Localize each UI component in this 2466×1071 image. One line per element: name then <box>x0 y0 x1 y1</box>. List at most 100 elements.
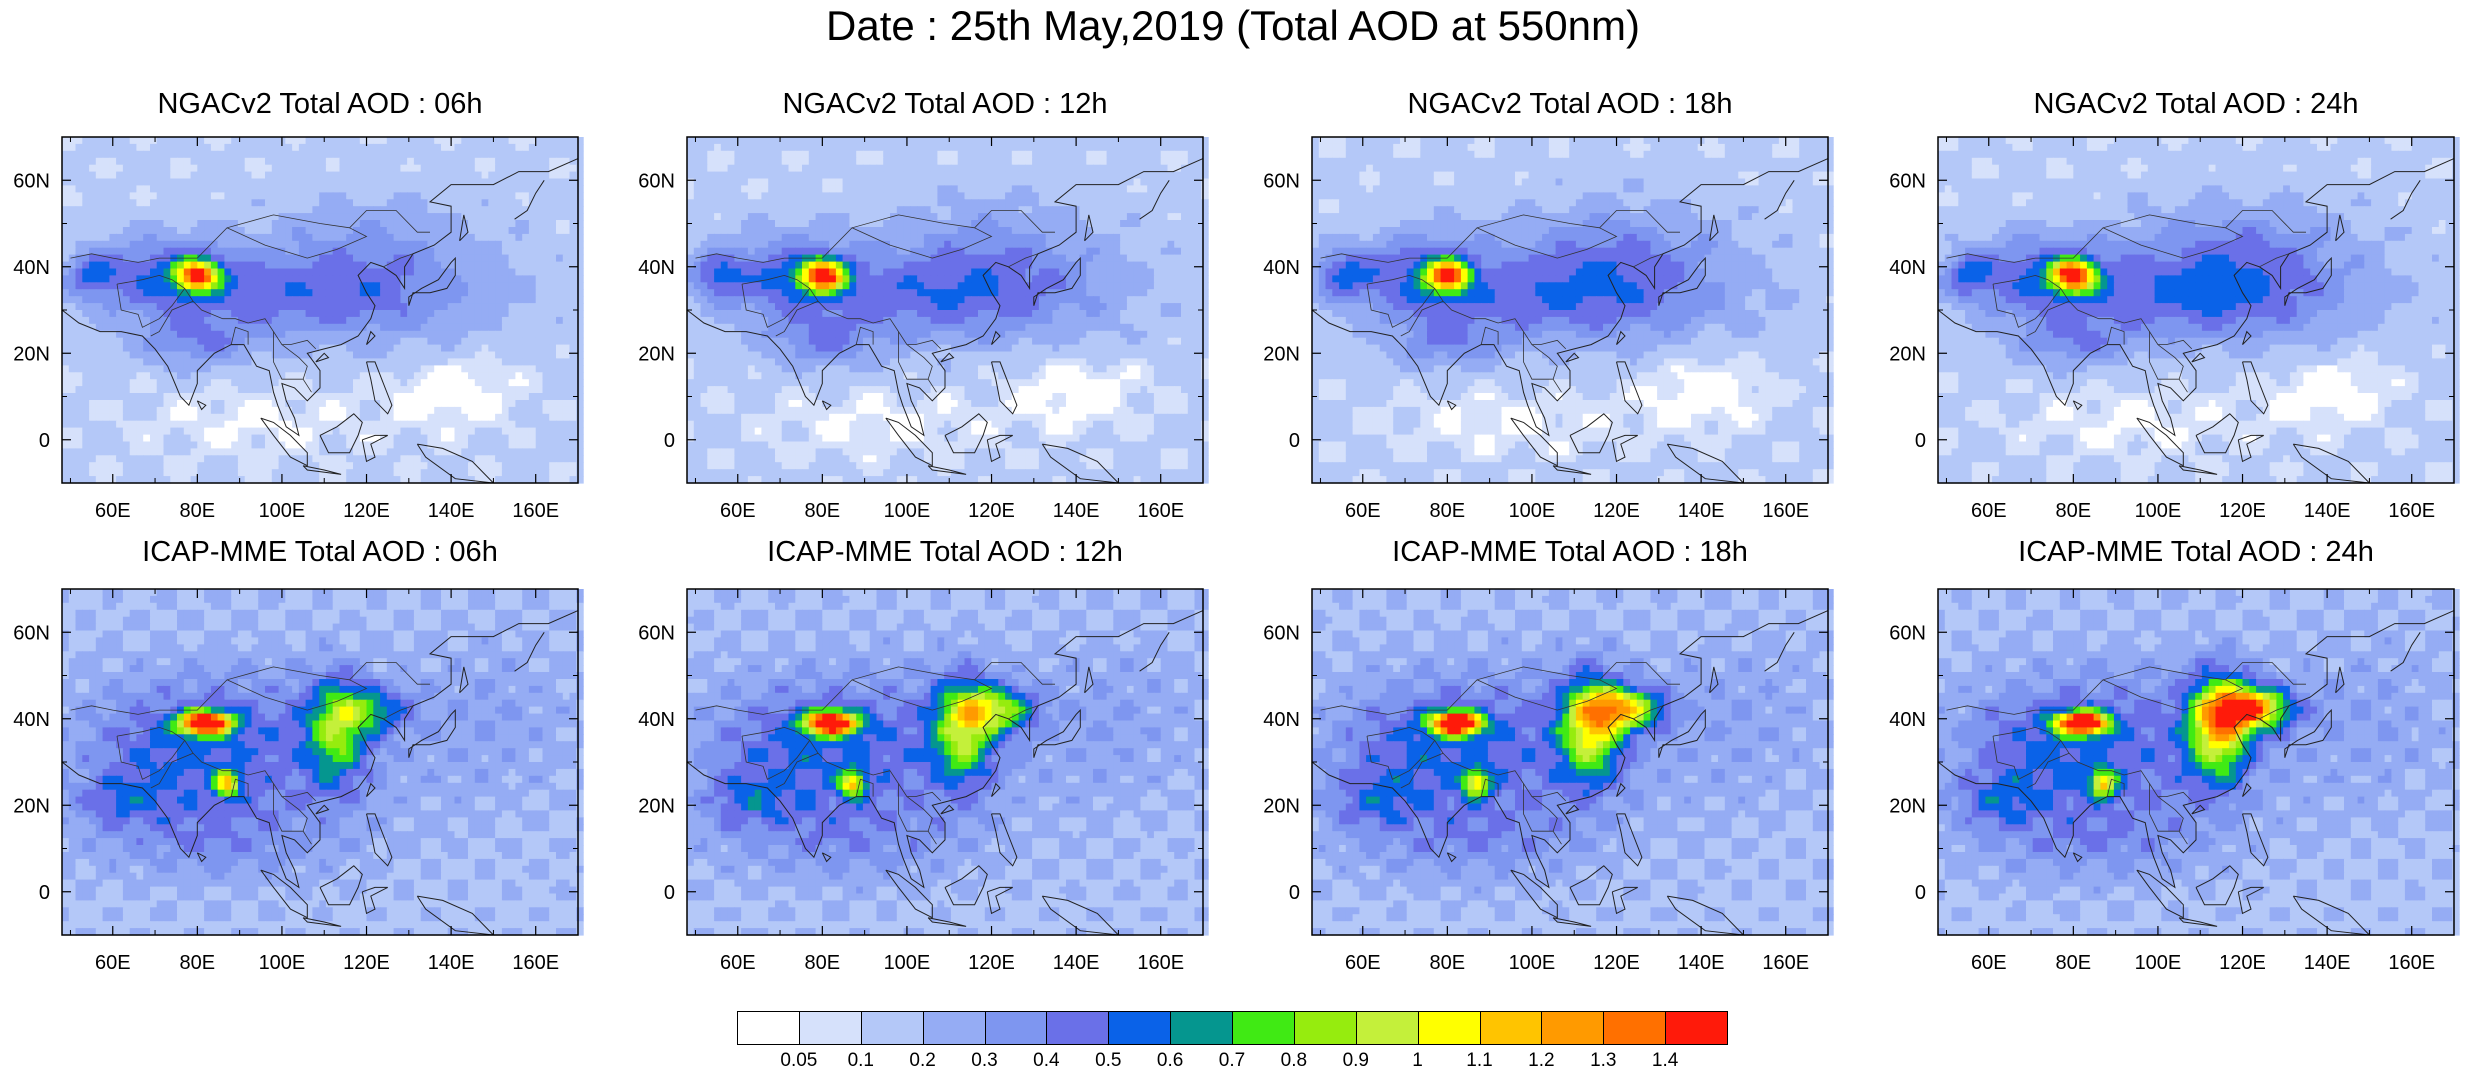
map-panel: NGACv2 Total AOD : 12h 60E 80E 100E 120E 140E… <box>617 87 1273 543</box>
country-border <box>2157 344 2184 380</box>
colorbar-label: 0.9 <box>1326 1051 1386 1071</box>
country-border <box>2106 778 2125 797</box>
lon-tick-label: 160E <box>512 500 559 522</box>
lon-tick-label: 60E <box>95 500 131 522</box>
coastline <box>885 869 933 919</box>
coastline <box>2136 417 2184 467</box>
coastline <box>686 610 1204 889</box>
country-border <box>1400 300 1444 337</box>
coastline <box>2284 256 2332 306</box>
country-border <box>898 783 937 845</box>
aod-map: 60E 80E 100E 120E 140E 160E 60N 40N 20N 0 <box>638 588 1209 974</box>
colorbar-swatch <box>1108 1011 1172 1045</box>
colorbar-swatch <box>1417 1011 1481 1045</box>
lon-tick-label: 120E <box>2219 952 2266 974</box>
colorbar-swatch <box>1665 1011 1729 1045</box>
lon-tick-label: 140E <box>1678 500 1725 522</box>
lon-tick-label: 120E <box>2219 500 2266 522</box>
coastline <box>1616 330 1626 345</box>
colorbar-label: 1.2 <box>1511 1051 1571 1071</box>
lat-tick-label: 60N <box>1889 622 1926 644</box>
coastline <box>1446 852 1457 863</box>
country-border <box>1008 253 1039 268</box>
coastline <box>1658 708 1706 758</box>
country-border <box>1480 326 1499 345</box>
coastline <box>986 434 1013 463</box>
country-border <box>383 253 414 268</box>
country-border <box>226 227 368 259</box>
coastline <box>1937 158 2455 437</box>
lon-tick-label: 60E <box>1971 952 2007 974</box>
coastline <box>2191 804 2206 815</box>
lat-tick-label: 40N <box>1263 709 1300 731</box>
country-border <box>273 331 312 393</box>
lon-tick-label: 60E <box>720 500 756 522</box>
lat-tick-label: 40N <box>1263 257 1300 279</box>
lat-tick-label: 20N <box>1263 795 1300 817</box>
lon-tick-label: 100E <box>1509 952 1556 974</box>
coastline <box>1552 917 1592 927</box>
lat-tick-label: 20N <box>638 795 675 817</box>
aod-grid <box>687 137 1209 484</box>
coastline <box>2195 413 2239 454</box>
country-border <box>2157 796 2184 832</box>
country-border <box>2026 300 2070 337</box>
coastline <box>1658 256 1706 306</box>
country-border <box>741 274 942 350</box>
lon-tick-label: 60E <box>1971 500 2007 522</box>
lon-tick-label: 100E <box>1509 500 1556 522</box>
coastline <box>2242 361 2269 415</box>
coastline <box>319 413 363 454</box>
colorbar-swatch <box>1603 1011 1667 1045</box>
coastline <box>1569 413 1613 454</box>
coastline <box>1510 417 1558 467</box>
coastline <box>2237 434 2264 463</box>
coastline <box>459 214 469 242</box>
country-border <box>2106 326 2125 345</box>
aod-map: 60E 80E 100E 120E 140E 160E 60N 40N 20N 0 <box>13 136 584 522</box>
lon-tick-label: 80E <box>180 500 216 522</box>
colorbar-swatch <box>798 1011 863 1045</box>
country-border <box>1946 210 2306 263</box>
colorbar-label: 1 <box>1388 1051 1448 1071</box>
country-border <box>898 331 937 393</box>
colorbar-swatch <box>1293 1011 1358 1045</box>
lat-tick-label: 20N <box>1889 343 1926 365</box>
coastline <box>196 852 207 863</box>
coastline <box>991 813 1018 867</box>
lon-tick-label: 140E <box>1678 952 1725 974</box>
coastline <box>940 804 955 815</box>
lon-tick-label: 60E <box>95 952 131 974</box>
lat-tick-label: 60N <box>1263 170 1300 192</box>
colorbar-label: 1.1 <box>1450 1051 1510 1071</box>
coastline <box>366 813 393 867</box>
country-border <box>1320 210 1680 263</box>
map-panel: NGACv2 Total AOD : 18h 60E 80E 100E 120E 140E… <box>1242 87 1898 543</box>
lat-tick-label: 40N <box>638 709 675 731</box>
coastline <box>366 782 376 797</box>
coastline <box>2242 782 2252 797</box>
country-border <box>1366 736 1436 780</box>
country-border <box>70 662 430 715</box>
coastline <box>1510 869 1558 919</box>
country-border <box>116 284 186 328</box>
coastline <box>821 852 832 863</box>
lon-tick-label: 100E <box>884 500 931 522</box>
colorbar-label: 0.8 <box>1264 1051 1324 1071</box>
lat-tick-label: 0 <box>1289 430 1300 452</box>
coastline <box>2284 708 2332 758</box>
coastline <box>514 180 545 220</box>
lat-tick-label: 0 <box>664 430 675 452</box>
lat-tick-label: 60N <box>1889 170 1926 192</box>
country-border <box>116 274 317 350</box>
country-border <box>851 227 993 259</box>
lon-tick-label: 80E <box>1430 952 1466 974</box>
coastline <box>2237 886 2264 915</box>
lat-tick-label: 40N <box>13 709 50 731</box>
coastline <box>2242 813 2269 867</box>
lon-tick-label: 160E <box>2388 500 2435 522</box>
aod-map: 60E 80E 100E 120E 140E 160E 60N 40N 20N 0 <box>1263 588 1834 974</box>
country-border <box>2102 679 2244 711</box>
panel-title: NGACv2 Total AOD : 18h <box>1242 87 1898 121</box>
colorbar-swatch <box>1232 1011 1296 1045</box>
